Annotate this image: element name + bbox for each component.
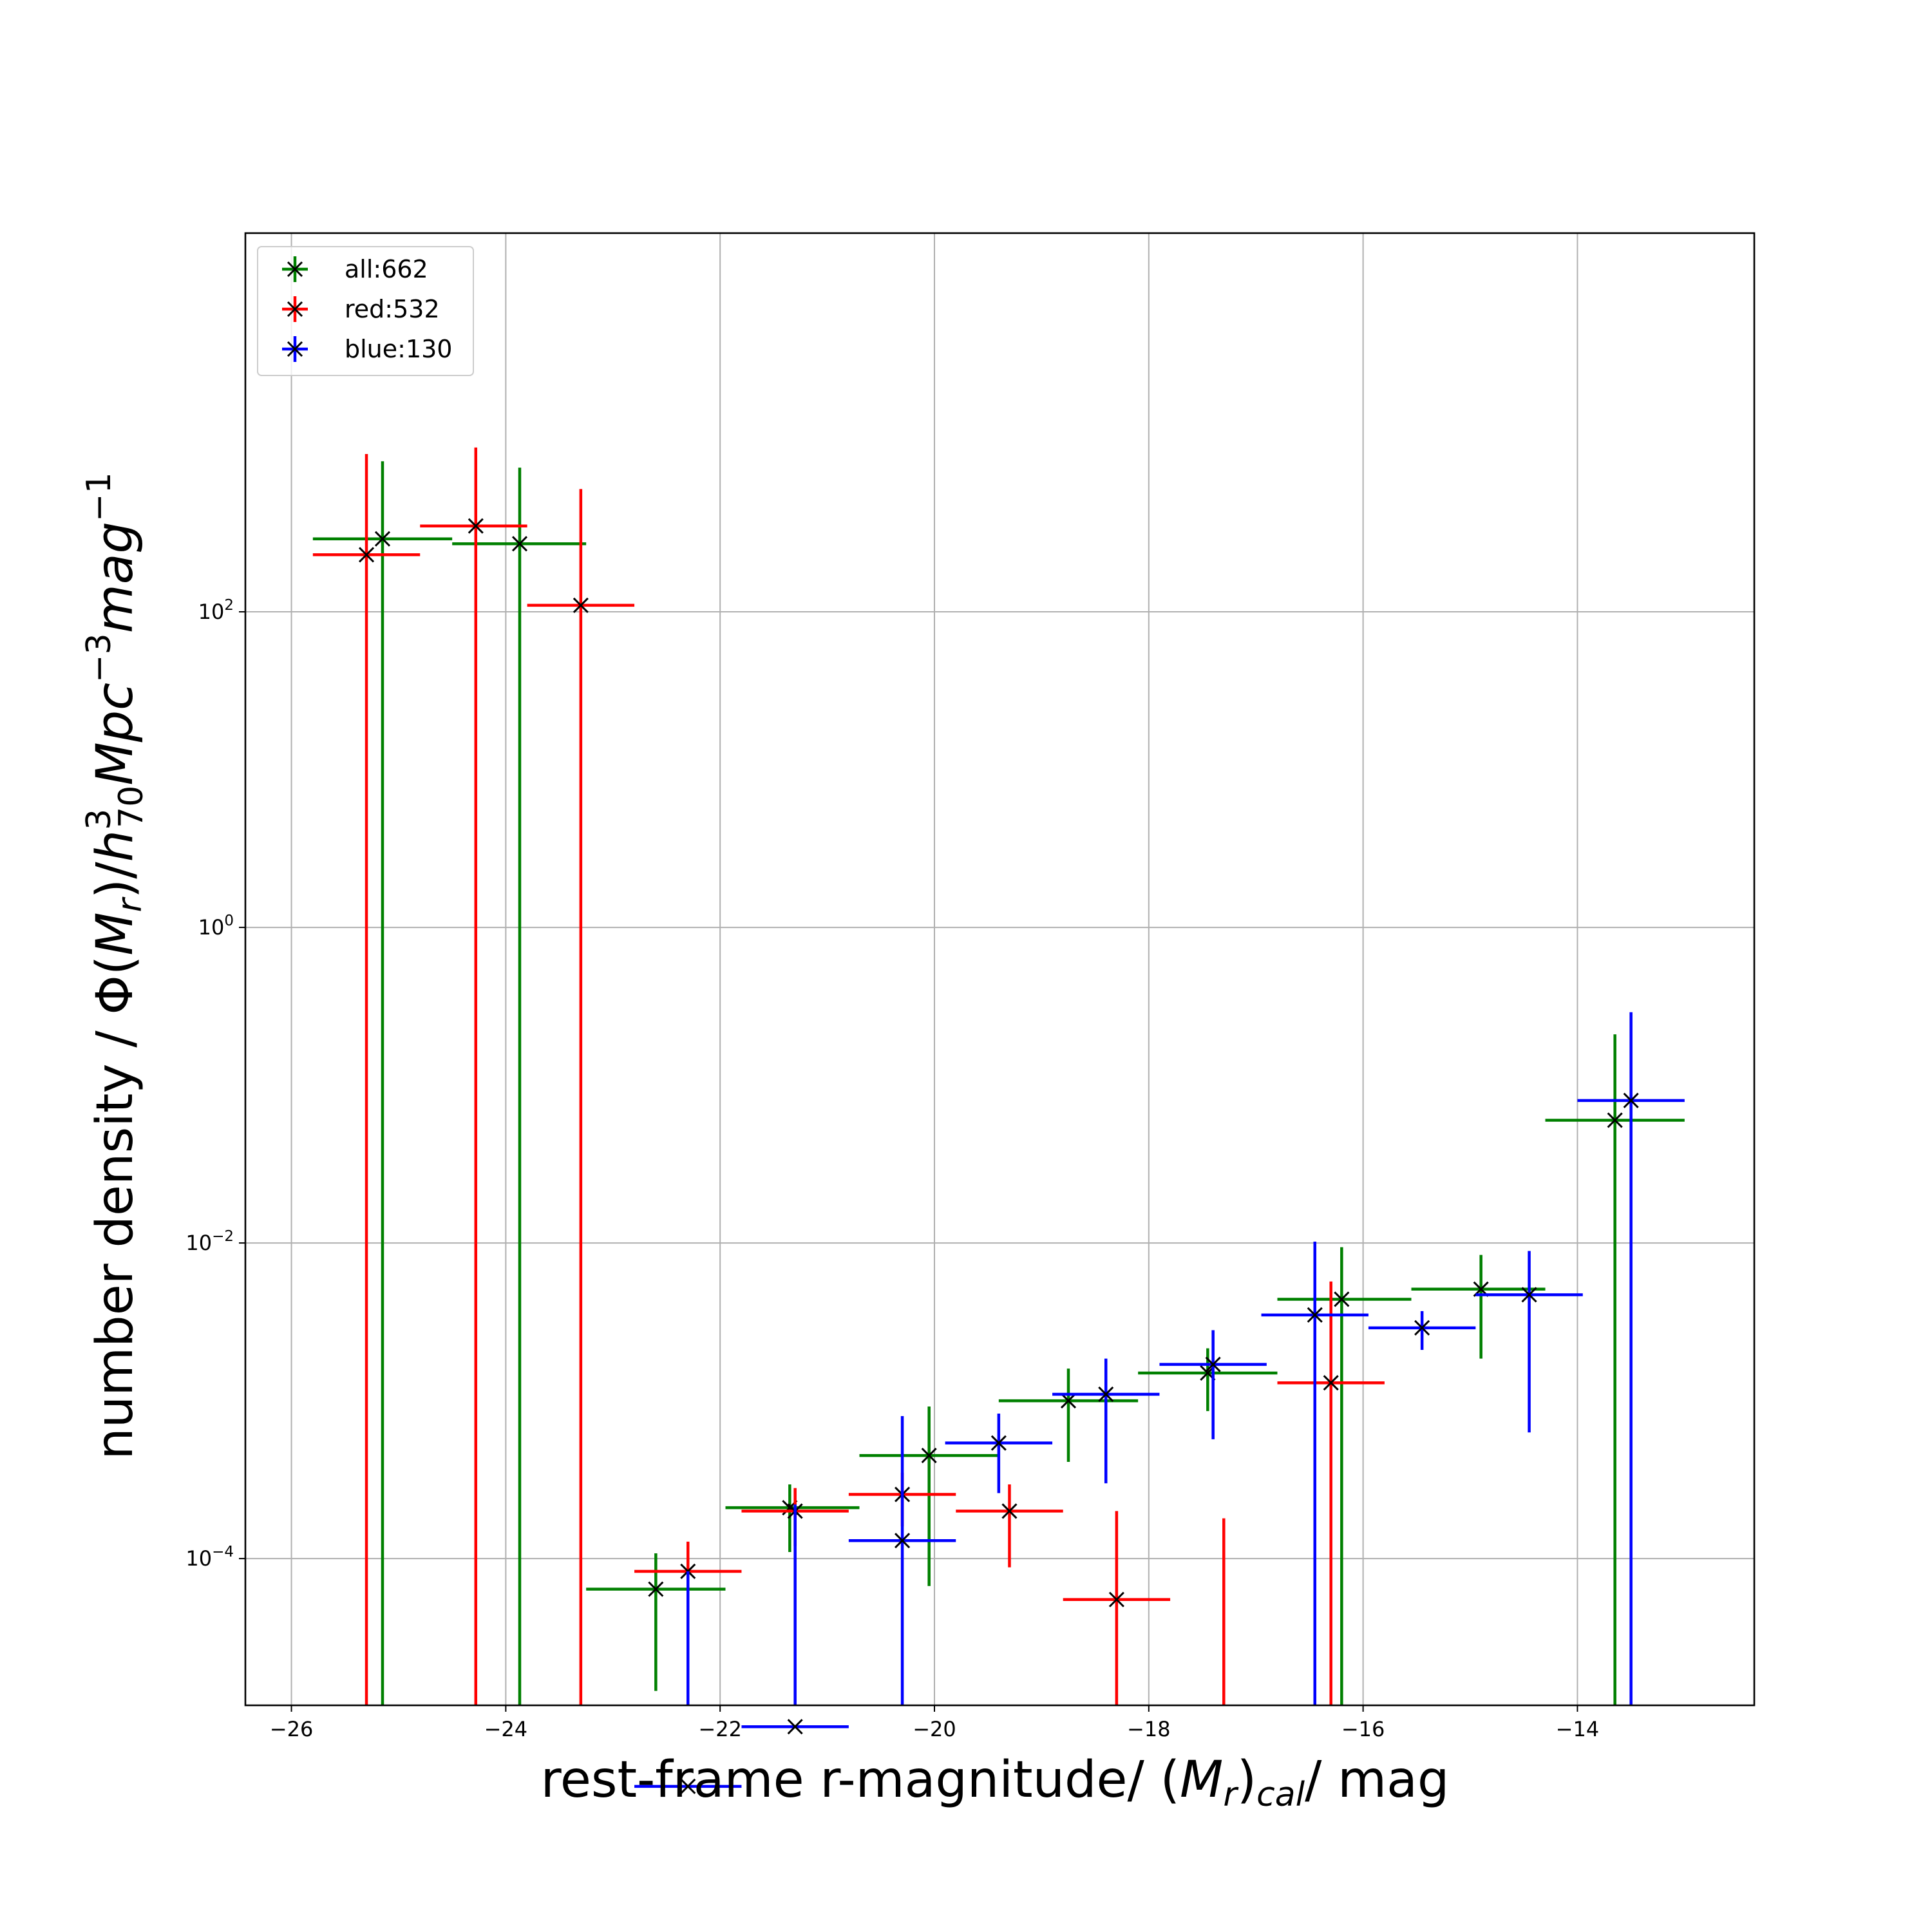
x-tick-label: −20 [913, 1717, 956, 1741]
legend-item-all: all:662 [282, 255, 428, 283]
data-point-marker [1521, 1287, 1537, 1303]
data-point-marker [680, 1778, 696, 1794]
y-tick-label: 102 [198, 597, 234, 624]
data-point-marker [648, 1581, 664, 1597]
series-red [312, 447, 1385, 1705]
data-point-marker [1098, 1386, 1114, 1403]
legend-label: all:662 [345, 255, 428, 283]
data-point-marker [573, 597, 589, 613]
data-point-marker [511, 536, 528, 552]
data-point-marker [358, 547, 375, 563]
data-point-marker [1334, 1291, 1350, 1307]
legend-label: blue:130 [345, 335, 452, 363]
data-point-marker [1001, 1503, 1018, 1519]
data-point-marker [921, 1448, 937, 1464]
data-point-marker [1205, 1356, 1221, 1372]
legend-item-red: red:532 [282, 295, 440, 323]
data-point-marker [895, 1533, 911, 1549]
data-point-marker [1414, 1320, 1430, 1336]
x-axis-label: rest-frame r-magnitude/ (Mr)cal/ mag [541, 1751, 1450, 1814]
series-layer [312, 447, 1685, 1794]
data-point-marker [1060, 1393, 1077, 1409]
y-tick-label: 10−2 [185, 1228, 234, 1255]
y-axis-label: number density / Φ(Mr)/h370Mpc−3mag−1 [80, 472, 151, 1459]
x-tick-label: −22 [698, 1717, 742, 1741]
y-tick-label: 100 [198, 913, 234, 940]
series-all [312, 461, 1685, 1705]
data-point-marker [1623, 1092, 1639, 1108]
legend-marker [287, 261, 303, 278]
data-point-marker [1307, 1307, 1323, 1323]
grid-lines [245, 233, 1754, 1705]
legend: all:662 red:532 blue:130 [257, 246, 474, 376]
y-tick-label: 10−4 [185, 1544, 234, 1571]
legend-item-blue: blue:130 [282, 335, 452, 363]
x-tick-label: −14 [1556, 1717, 1600, 1741]
legend-label: red:532 [345, 295, 440, 323]
x-tick-label: −24 [484, 1717, 528, 1741]
data-point-marker [1108, 1591, 1124, 1607]
x-tick-label: −16 [1341, 1717, 1385, 1741]
legend-box [257, 246, 474, 376]
data-point-marker [468, 518, 484, 534]
data-point-marker [1323, 1375, 1339, 1391]
data-point-marker [374, 531, 391, 547]
legend-marker [287, 301, 303, 317]
data-point-marker [680, 1563, 696, 1580]
axis-ticks: −26 −24 −22 −20 −18 −16 −14 102 100 10−2 10−4 [185, 597, 1599, 1741]
x-tick-label: −26 [270, 1717, 314, 1741]
data-point-marker [990, 1435, 1007, 1451]
legend-marker [287, 341, 303, 357]
series-blue [634, 1012, 1685, 1794]
data-point-marker [787, 1719, 803, 1735]
x-tick-label: −18 [1127, 1717, 1171, 1741]
plot-frame [244, 232, 1756, 1707]
data-point-marker [1607, 1112, 1623, 1128]
